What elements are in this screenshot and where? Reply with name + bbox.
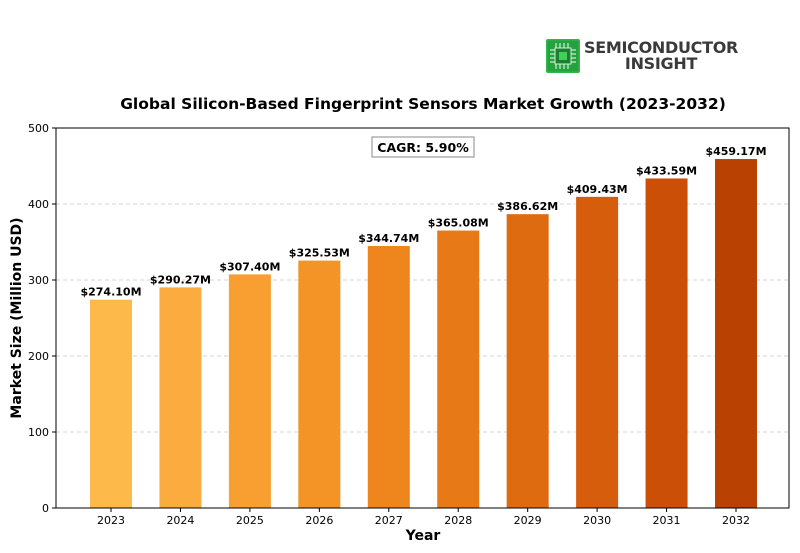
x-tick-label: 2025 <box>236 514 264 527</box>
bar-value-label: $325.53M <box>289 247 350 260</box>
x-tick-label: 2023 <box>97 514 125 527</box>
x-axis: 2023 2024 2025 2026 2027 2028 2029 2030 2031 2032 <box>97 508 750 527</box>
bar-value-label: $274.10M <box>80 286 141 299</box>
bar-value-label: $290.27M <box>150 273 211 286</box>
y-tick-label: 100 <box>28 426 49 439</box>
y-tick-label: 200 <box>28 350 49 363</box>
bar-value-labels: $274.10M $290.27M $307.40M $325.53M $344.74M… <box>80 145 766 299</box>
bar-value-label: $344.74M <box>358 232 419 245</box>
plot-frame <box>55 127 790 509</box>
bar-value-label: $409.43M <box>567 183 628 196</box>
cagr-box <box>371 136 475 158</box>
y-tick-label: 500 <box>28 122 49 135</box>
x-tick-label: 2029 <box>514 514 542 527</box>
x-tick-label: 2031 <box>653 514 681 527</box>
bar <box>228 274 271 508</box>
bar <box>715 159 757 508</box>
logo-wordmark: SEMICONDUCTOR INSIGHT <box>584 40 738 72</box>
x-tick-label: 2030 <box>583 514 611 527</box>
bar-value-label: $386.62M <box>497 200 558 213</box>
bar <box>645 178 688 508</box>
bar <box>90 299 132 508</box>
logo-line2: INSIGHT <box>624 54 698 73</box>
y-tick-label: 400 <box>28 198 49 211</box>
x-tick-label: 2024 <box>166 514 194 527</box>
chip-icon <box>546 39 580 73</box>
chart-title: Global Silicon-Based Fingerprint Sensors… <box>120 95 726 113</box>
bar <box>159 287 202 508</box>
bar <box>506 214 549 508</box>
bars <box>90 159 757 509</box>
y-tick-label: 300 <box>28 274 49 287</box>
y-axis: 0 100 200 300 400 500 <box>28 122 56 515</box>
bar-value-label: $459.17M <box>705 145 766 158</box>
bar <box>437 230 480 509</box>
cagr-text: CAGR: 5.90% <box>377 140 469 155</box>
y-axis-label: Market Size (Million USD) <box>9 217 25 418</box>
y-tick-label: 0 <box>42 502 49 515</box>
bar-value-label: $433.59M <box>636 164 697 177</box>
x-tick-label: 2026 <box>305 514 333 527</box>
x-tick-label: 2027 <box>375 514 403 527</box>
logo-line1: SEMICONDUCTOR <box>584 38 739 57</box>
bar <box>367 245 410 508</box>
x-axis-label: Year <box>405 528 441 544</box>
bar <box>298 260 341 508</box>
x-tick-label: 2032 <box>722 514 750 527</box>
x-tick-label: 2028 <box>444 514 472 527</box>
bar-value-label: $365.08M <box>428 217 489 230</box>
semiconductor-insight-logo: SEMICONDUCTOR INSIGHT <box>546 38 738 74</box>
cagr-annotation: CAGR: 5.90% <box>371 136 475 158</box>
bar <box>576 196 619 509</box>
bar-value-label: $307.40M <box>219 260 280 273</box>
